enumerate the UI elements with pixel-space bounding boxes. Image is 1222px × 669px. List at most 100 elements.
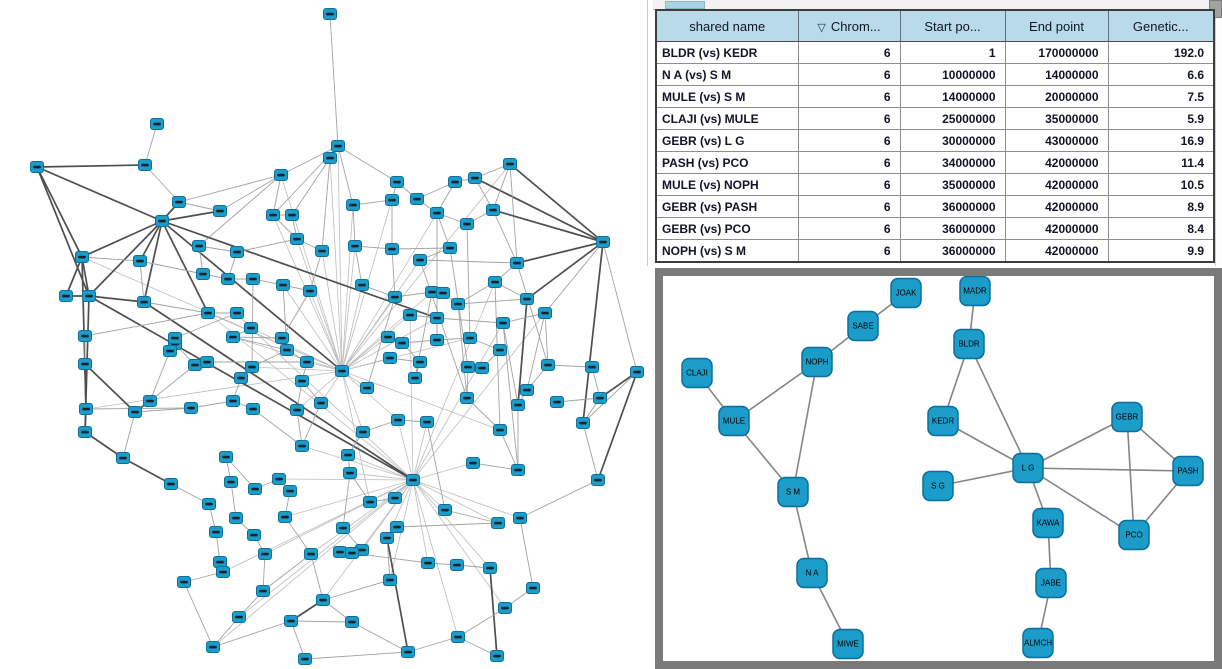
network-node[interactable] <box>196 268 210 280</box>
table-row[interactable]: GEBR (vs) PASH 6 36000000 42000000 8.9 <box>656 195 1214 218</box>
network-node[interactable] <box>468 172 482 184</box>
network-node[interactable] <box>272 473 286 485</box>
network-node[interactable]: PCO <box>1118 519 1150 551</box>
network-node[interactable] <box>460 392 474 404</box>
network-node[interactable] <box>209 526 223 538</box>
table-cell[interactable]: 1 <box>900 41 1006 64</box>
table-cell[interactable]: 36000000 <box>900 217 1006 240</box>
network-node[interactable] <box>486 204 500 216</box>
network-node[interactable] <box>461 361 475 373</box>
network-node[interactable] <box>496 317 510 329</box>
network-node[interactable] <box>192 240 206 252</box>
network-node[interactable] <box>430 207 444 219</box>
network-node[interactable] <box>436 287 450 299</box>
network-node[interactable] <box>355 279 369 291</box>
table-cell[interactable]: 25000000 <box>900 107 1006 130</box>
network-node[interactable] <box>216 566 230 578</box>
network-node[interactable] <box>336 522 350 534</box>
network-node[interactable] <box>381 331 395 343</box>
table-cell[interactable]: 11.4 <box>1108 151 1214 174</box>
column-header-end-point[interactable]: End point <box>1005 10 1109 42</box>
table-cell[interactable]: 36000000 <box>900 239 1006 263</box>
network-node[interactable] <box>348 240 362 252</box>
network-node[interactable] <box>401 646 415 658</box>
network-node[interactable] <box>341 449 355 461</box>
network-node[interactable]: N A <box>796 557 828 589</box>
network-node[interactable] <box>413 254 427 266</box>
network-node[interactable] <box>230 246 244 258</box>
table-cell[interactable]: GEBR (vs) PCO <box>656 217 799 240</box>
network-node[interactable]: ALMCH <box>1022 627 1054 659</box>
network-node[interactable] <box>395 337 409 349</box>
table-cell[interactable]: NOPH (vs) S M <box>656 239 799 263</box>
network-node[interactable]: JABE <box>1035 567 1067 599</box>
network-node[interactable] <box>213 205 227 217</box>
network-node[interactable] <box>303 285 317 297</box>
network-node[interactable]: NOPH <box>801 346 833 378</box>
table-row[interactable]: MULE (vs) NOPH 6 35000000 42000000 10.5 <box>656 173 1214 196</box>
table-cell[interactable]: 7.5 <box>1108 85 1214 108</box>
network-node[interactable]: S G <box>922 470 954 502</box>
network-node[interactable] <box>331 140 345 152</box>
table-cell[interactable]: 42000000 <box>1005 239 1109 263</box>
network-node[interactable] <box>421 557 435 569</box>
network-node[interactable] <box>591 474 605 486</box>
network-node[interactable] <box>168 332 182 344</box>
network-node[interactable] <box>498 602 512 614</box>
network-node[interactable] <box>164 478 178 490</box>
network-node[interactable] <box>413 356 427 368</box>
network-node[interactable] <box>314 397 328 409</box>
table-cell[interactable]: 6 <box>798 217 901 240</box>
network-node[interactable] <box>276 279 290 291</box>
network-node[interactable] <box>448 176 462 188</box>
network-node[interactable] <box>201 307 215 319</box>
network-node[interactable] <box>451 631 465 643</box>
network-node[interactable] <box>390 521 404 533</box>
network-node[interactable] <box>283 485 297 497</box>
network-node[interactable] <box>345 616 359 628</box>
table-cell[interactable]: 10000000 <box>900 63 1006 86</box>
left-network-canvas[interactable] <box>0 0 646 669</box>
table-row[interactable]: N A (vs) S M 6 10000000 14000000 6.6 <box>656 63 1214 86</box>
network-node[interactable] <box>298 653 312 665</box>
table-cell[interactable]: 42000000 <box>1005 151 1109 174</box>
table-cell[interactable]: 8.4 <box>1108 217 1214 240</box>
network-node[interactable] <box>333 546 347 558</box>
table-cell[interactable]: 5.9 <box>1108 107 1214 130</box>
network-node[interactable] <box>295 440 309 452</box>
network-node[interactable] <box>380 532 394 544</box>
network-node[interactable]: BLDR <box>953 328 985 360</box>
selected-network-canvas[interactable]: JOAK MADR SABE BLDR NOPH CLAJI GEBR MULE KEDR L G… <box>663 276 1214 661</box>
network-node[interactable] <box>388 492 402 504</box>
network-node[interactable] <box>438 504 452 516</box>
network-node[interactable] <box>59 290 73 302</box>
table-cell[interactable]: 10.5 <box>1108 173 1214 196</box>
network-node[interactable] <box>593 392 607 404</box>
table-cell[interactable]: CLAJI (vs) MULE <box>656 107 799 130</box>
network-node[interactable] <box>280 344 294 356</box>
network-node[interactable] <box>430 312 444 324</box>
network-node[interactable] <box>143 395 157 407</box>
table-cell[interactable]: GEBR (vs) PASH <box>656 195 799 218</box>
network-node[interactable] <box>248 483 262 495</box>
network-node[interactable] <box>316 594 330 606</box>
table-cell[interactable]: 8.9 <box>1108 195 1214 218</box>
horizontal-scrollbar-thumb[interactable] <box>665 1 705 9</box>
network-node[interactable] <box>511 464 525 476</box>
network-node[interactable] <box>383 352 397 364</box>
network-node[interactable] <box>346 199 360 211</box>
network-node[interactable] <box>133 255 147 267</box>
network-node[interactable] <box>256 585 270 597</box>
network-node[interactable] <box>576 417 590 429</box>
network-node[interactable] <box>234 372 248 384</box>
network-node[interactable] <box>78 358 92 370</box>
network-node[interactable] <box>450 559 464 571</box>
column-header-chromosome[interactable]: ▽ Chrom... <box>798 10 901 42</box>
network-node[interactable] <box>585 361 599 373</box>
table-cell[interactable]: 6 <box>798 63 901 86</box>
network-node[interactable] <box>360 382 374 394</box>
network-node[interactable] <box>278 511 292 523</box>
table-cell[interactable]: 6 <box>798 239 901 263</box>
network-node[interactable] <box>206 641 220 653</box>
network-edge[interactable] <box>968 343 1029 469</box>
